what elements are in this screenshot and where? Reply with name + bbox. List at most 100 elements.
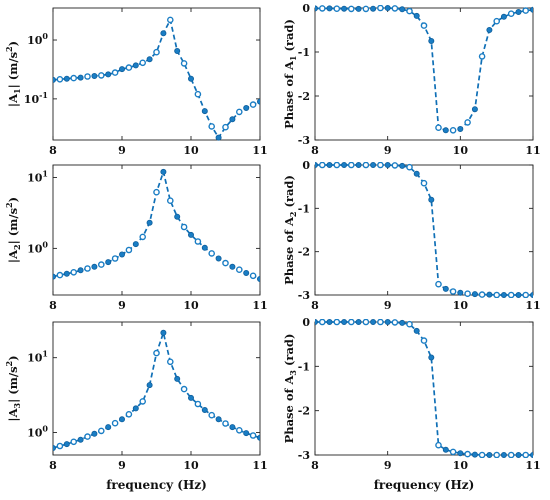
y-tick-text: -3 [298,134,310,147]
data-point [500,451,507,458]
y-label-main: Phase of A [282,216,296,285]
data-point [413,170,420,177]
data-point [194,90,202,98]
data-point [111,255,119,262]
y-tick-label: -3 [298,289,310,302]
y-axis-label: |A1| (m/s2) [4,41,22,107]
data-point [435,441,442,449]
data-point [500,291,507,298]
x-tick-label: 11 [525,459,540,472]
data-point [105,259,112,266]
data-point [478,451,486,458]
y-label-sub: 1 [12,88,22,94]
y-tick-label: -2 [298,90,310,103]
data-point [105,424,112,431]
data-point [319,162,326,169]
data-point [507,291,515,298]
data-point [486,26,493,33]
axes-frame [52,164,261,296]
data-point [442,446,449,453]
data-point [56,271,64,279]
y-label-unit: (rad) [282,334,296,370]
data-point [326,319,333,325]
data-point [471,451,478,458]
data-point [215,255,222,262]
data-point [435,280,442,288]
data-point [98,427,105,435]
data-point [326,162,333,168]
data-point [370,162,377,168]
data-point [507,451,515,458]
data-point [399,6,406,13]
data-point [187,231,194,238]
data-point [315,5,318,12]
y-tick-label: -3 [298,134,310,147]
y-label-sub: 2 [12,244,22,250]
data-point [464,450,471,458]
y-tick-text: 0 [302,159,310,172]
data-point [215,416,222,423]
y-label-sub: 3 [288,370,298,376]
data-point [406,163,413,171]
x-tick-label: 9 [118,144,126,157]
data-point [420,22,428,29]
data-point [119,251,126,258]
data-point [457,289,464,296]
data-point [257,98,260,105]
y-tick-exponent: 0 [42,423,48,433]
data-point [249,272,257,280]
data-point [160,168,167,175]
data-point [341,162,348,168]
data-point [56,76,64,83]
data-point [413,327,420,334]
data-point [249,101,257,108]
data-point [125,246,133,254]
data-point [457,450,464,457]
data-point [457,126,464,133]
data-point [119,416,126,423]
x-axis-label: frequency (Hz) [374,478,475,492]
data-point [201,108,208,115]
data-point [56,442,64,450]
data-point [319,319,326,326]
data-point [229,116,236,123]
data-point [333,319,341,326]
data-point [139,59,146,67]
data-point [413,12,420,19]
data-point [215,134,222,141]
x-tick-label: 9 [384,459,392,472]
data-point [370,5,377,12]
x-tick-label: 10 [183,144,199,157]
data-point [125,410,133,418]
data-point [153,349,160,357]
data-point [132,405,139,412]
data-point [406,7,413,15]
data-point [315,319,318,325]
data-point [315,162,318,168]
y-tick-base: 10 [27,352,43,365]
y-label-unit: | (m/s [6,208,20,244]
data-point [515,291,522,298]
data-point [91,430,98,437]
data-point [362,5,370,13]
x-tick-label: 9 [384,299,392,312]
y-tick-label: -2 [298,246,310,259]
data-point [91,263,98,270]
data-point [53,445,56,451]
y-tick-label: 100 [27,239,48,255]
series-line [53,17,260,140]
data-point [132,241,139,248]
data-point [160,30,167,37]
data-point [243,105,250,112]
data-point [146,382,153,389]
data-point [464,119,471,126]
data-point [399,319,406,326]
data-point [449,448,457,456]
data-point [84,265,91,272]
data-point [530,452,533,458]
data-point [507,10,515,18]
x-tick-label: 11 [525,144,540,157]
y-label-end: ) [6,197,20,202]
